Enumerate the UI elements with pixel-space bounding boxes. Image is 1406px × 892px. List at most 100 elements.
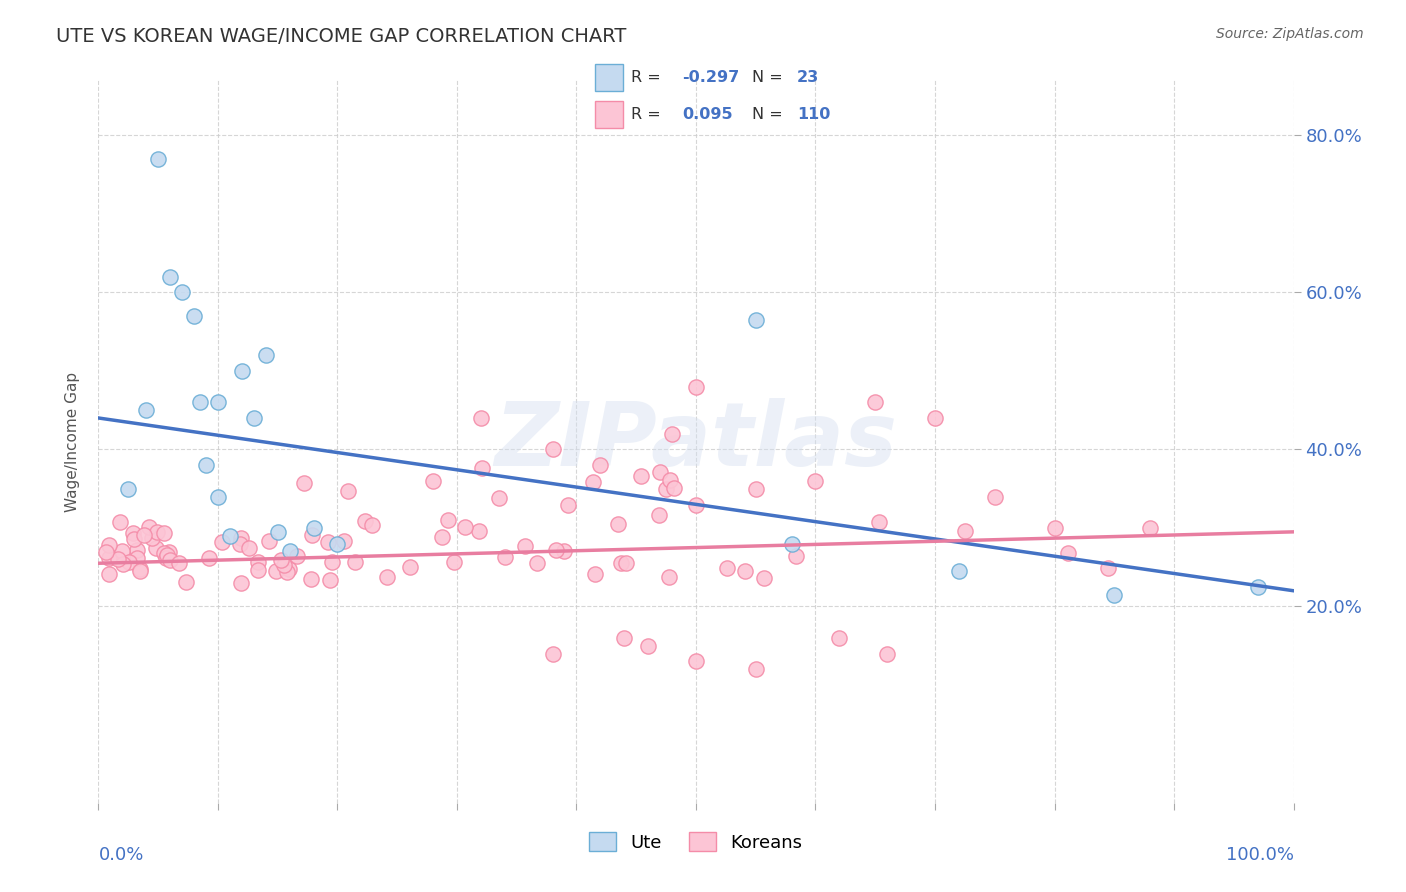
Point <box>207 395 229 409</box>
Point <box>188 395 211 409</box>
Bar <box>595 101 623 128</box>
Point <box>207 490 229 504</box>
Point <box>127 551 149 566</box>
Point <box>399 560 422 574</box>
Point <box>276 565 298 579</box>
Point <box>375 570 398 584</box>
Point <box>112 558 135 572</box>
Text: N =: N = <box>752 70 789 85</box>
Point <box>607 517 630 532</box>
Point <box>148 152 170 166</box>
Point <box>924 411 946 425</box>
Point <box>1139 521 1161 535</box>
Point <box>299 572 322 586</box>
Point <box>243 411 266 425</box>
Point <box>132 528 155 542</box>
Text: R =: R = <box>631 107 666 122</box>
Point <box>828 631 851 645</box>
Point <box>613 631 636 645</box>
Point <box>685 498 707 512</box>
Point <box>659 473 682 487</box>
Point <box>326 536 349 550</box>
Point <box>183 309 205 323</box>
Point <box>467 524 489 538</box>
Point <box>513 539 536 553</box>
Point <box>488 491 510 505</box>
Point <box>361 517 384 532</box>
Text: UTE VS KOREAN WAGE/INCOME GAP CORRELATION CHART: UTE VS KOREAN WAGE/INCOME GAP CORRELATIO… <box>56 27 627 45</box>
Text: Source: ZipAtlas.com: Source: ZipAtlas.com <box>1216 27 1364 41</box>
Point <box>254 348 277 362</box>
Point <box>219 529 242 543</box>
Point <box>662 481 685 495</box>
Point <box>141 531 163 545</box>
Point <box>246 555 269 569</box>
Text: N =: N = <box>752 107 789 122</box>
Point <box>211 535 233 549</box>
Point <box>122 525 145 540</box>
Point <box>637 639 659 653</box>
Point <box>546 543 568 558</box>
Point <box>195 458 218 472</box>
Point <box>745 482 768 496</box>
Point <box>145 541 167 555</box>
Point <box>354 514 377 528</box>
Point <box>868 515 890 529</box>
Point <box>94 545 117 559</box>
Point <box>316 534 339 549</box>
Point <box>278 544 301 558</box>
Point <box>541 647 564 661</box>
Point <box>228 537 250 551</box>
Text: 0.0%: 0.0% <box>98 847 143 864</box>
Point <box>146 524 169 539</box>
Point <box>344 555 367 569</box>
Point <box>127 543 149 558</box>
Point <box>264 565 287 579</box>
Point <box>470 411 492 425</box>
Point <box>267 524 290 539</box>
Point <box>238 541 260 556</box>
Point <box>716 561 738 575</box>
Point <box>98 567 121 582</box>
Point <box>122 532 145 546</box>
Point <box>553 543 575 558</box>
Text: ZIPatlas: ZIPatlas <box>495 398 897 485</box>
Point <box>430 530 453 544</box>
Point <box>259 533 281 548</box>
Point <box>107 552 129 566</box>
Point <box>1057 546 1080 560</box>
Point <box>650 465 672 479</box>
Point <box>589 458 612 472</box>
Point <box>583 567 606 582</box>
Point <box>302 521 325 535</box>
Point <box>609 556 631 570</box>
Point <box>443 555 465 569</box>
Point <box>1247 580 1270 594</box>
Point <box>471 461 494 475</box>
Point <box>953 524 976 538</box>
Point <box>745 313 768 327</box>
Point <box>780 536 803 550</box>
Y-axis label: Wage/Income Gap: Wage/Income Gap <box>65 371 80 512</box>
Point <box>174 575 197 590</box>
Point <box>734 565 756 579</box>
Point <box>1097 560 1119 574</box>
Point <box>785 549 807 564</box>
Point <box>246 563 269 577</box>
Point <box>129 564 152 578</box>
Legend: Ute, Koreans: Ute, Koreans <box>582 825 810 859</box>
Bar <box>595 63 623 91</box>
Point <box>117 482 139 496</box>
Point <box>685 655 707 669</box>
Point <box>557 498 579 512</box>
Point <box>118 555 141 569</box>
Point <box>155 551 177 566</box>
Point <box>128 562 150 576</box>
Point <box>437 513 460 527</box>
Point <box>301 528 323 542</box>
Point <box>277 562 299 576</box>
Point <box>159 553 181 567</box>
Point <box>647 508 669 523</box>
Point <box>494 549 516 564</box>
Point <box>97 538 120 552</box>
